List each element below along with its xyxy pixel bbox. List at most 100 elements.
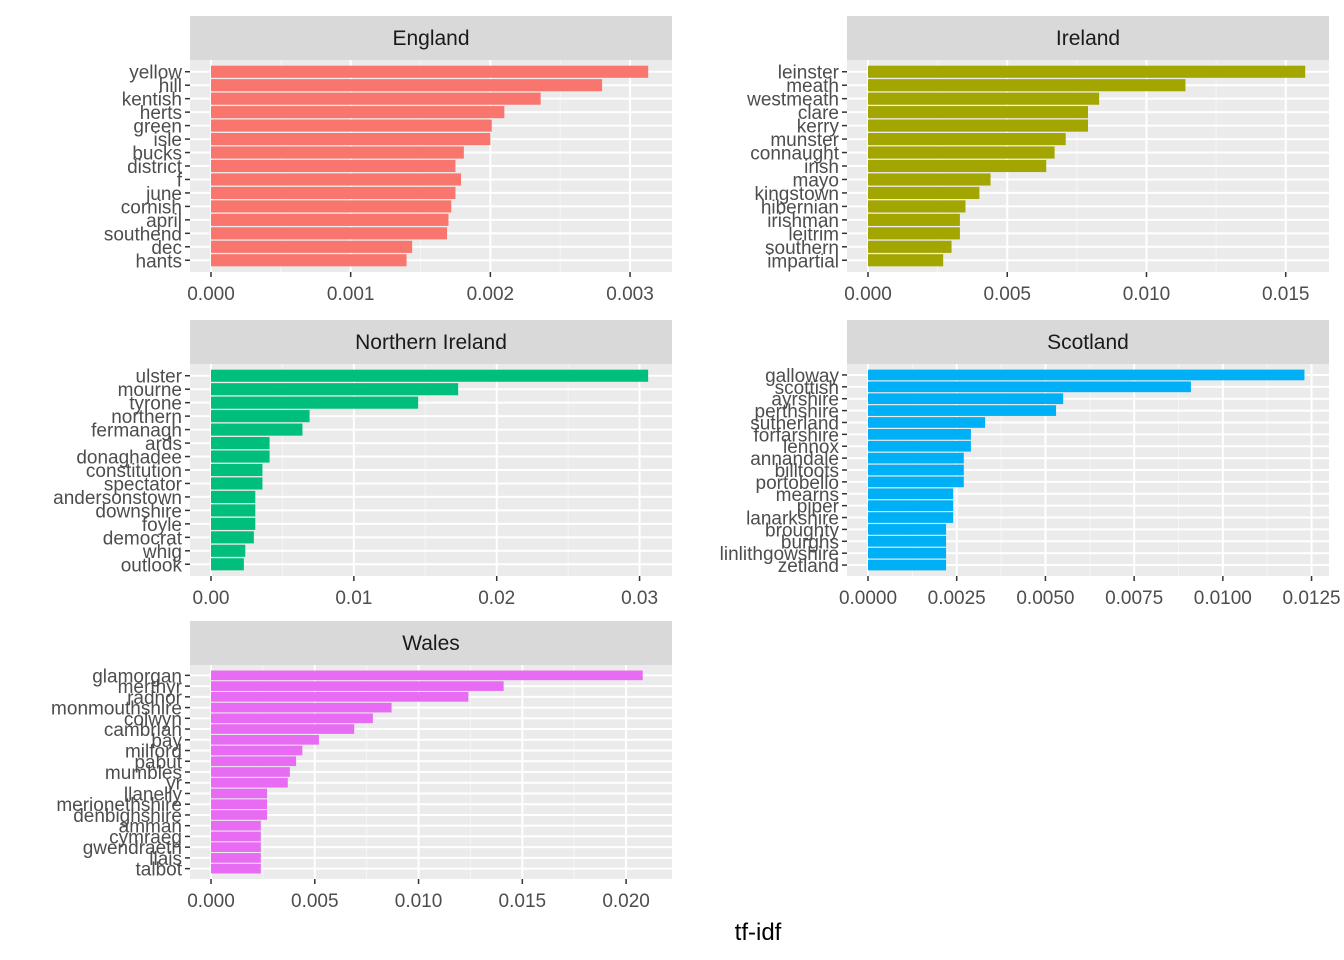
bar-northern [211,410,310,423]
x-tick-label: 0.0100 [1194,588,1252,609]
facet-strip [847,16,1329,60]
y-tick-label: hants [136,251,182,272]
bar-bucks [211,146,464,159]
y-tick-label: impartial [767,251,839,272]
facet-title: Scotland [1047,331,1129,354]
facet-title: England [392,27,469,50]
bar-broughty [868,524,947,535]
y-tick-label: perthshire [755,402,840,423]
x-tick-label: 0.000 [844,284,892,305]
bar-leinster [868,65,1306,78]
bar-connaught [868,146,1055,159]
bar-piper [868,500,954,511]
x-axis-title: tf-idf [735,919,782,946]
bar-zetland [868,559,947,571]
x-tick-label: 0.001 [327,284,375,305]
bar-denbighshire [211,810,268,820]
bar-mayo [868,173,991,186]
y-tick-label: portobello [756,473,839,494]
x-tick-label: 0.0000 [839,588,897,609]
facet-title: Northern Ireland [355,331,507,354]
bar-talbot [211,863,261,874]
y-tick-label: clare [798,103,839,124]
bar-irish [868,159,1047,173]
bar-billtoots [868,464,964,476]
y-tick-label: foyle [142,515,182,536]
y-tick-label: bucks [132,144,182,165]
bar-tyrone [211,396,419,409]
bar-mumbles [211,767,290,777]
facet-strip [190,621,672,665]
bar-district [211,159,456,173]
facet-title: Wales [402,632,460,655]
bar-glamorgan [211,670,643,681]
y-tick-label: merionethshire [56,795,182,816]
y-tick-label: andersonstown [53,488,182,509]
bar-kerry [868,119,1088,132]
bar-leitrim [868,227,960,240]
y-tick-label: whig [142,542,182,563]
y-tick-label: piper [797,497,840,518]
y-tick-label: annandale [750,449,839,470]
y-tick-label: leitrim [788,224,839,245]
x-tick-label: 0.015 [1262,284,1310,305]
y-tick-label: llais [149,849,182,870]
x-tick-label: 0.010 [1123,284,1171,305]
bar-milford [211,745,303,756]
y-tick-label: yellow [129,63,182,84]
y-tick-label: dec [151,238,182,259]
bar-colwyn [211,713,373,724]
x-tick-label: 0.02 [478,588,515,609]
y-tick-label: lanarkshire [746,509,839,530]
x-tick-label: 0.0025 [928,588,986,609]
bar-cornish [211,200,452,213]
bar-lanarkshire [868,512,954,523]
x-tick-label: 0.0050 [1016,588,1074,609]
y-tick-label: mearns [776,485,839,506]
y-tick-label: fermanagh [91,421,182,442]
y-tick-label: ayrshire [771,390,839,411]
bar-sutherland [868,417,986,428]
y-tick-label: westmeath [746,90,839,111]
x-tick-label: 0.005 [983,284,1031,305]
y-tick-label: cymraeg [109,827,182,848]
x-tick-label: 0.015 [499,891,547,912]
y-tick-label: herts [140,103,182,124]
bar-yellow [211,65,649,78]
bar-linlithgowshire [868,547,947,559]
bar-portobello [868,476,964,488]
bar-cambrian [211,724,355,734]
facet-northern-ireland: Northern Ireland ulstermournetyronenorthe… [53,320,672,609]
y-tick-label: mayo [793,170,839,191]
y-tick-label: monmouthshire [51,699,182,720]
y-tick-label: southern [765,238,839,259]
facet-strip [190,320,672,364]
y-tick-label: mourne [118,380,182,401]
y-tick-label: llanelly [124,784,183,805]
bar-spectator [211,477,263,490]
bar-perthshire [868,405,1057,416]
y-tick-label: munster [770,130,839,151]
facet-wales: Wales glamorganmerthyrradnormonmouthshire… [51,621,672,912]
bar-forfarshire [868,429,971,440]
bar-f [211,173,462,186]
bar-llanelly [211,788,268,799]
bar-merionethshire [211,799,268,810]
y-tick-label: outlook [121,555,183,576]
x-tick-label: 0.03 [621,588,658,609]
x-tick-label: 0.005 [291,891,339,912]
y-tick-label: green [133,117,182,138]
bar-amman [211,820,261,831]
bar-clare [868,106,1088,119]
y-tick-label: denbighshire [73,806,182,827]
y-tick-label: northern [111,407,182,428]
bar-foyle [211,517,256,530]
y-tick-label: pabut [134,752,182,773]
bar-outlook [211,558,244,571]
bar-southend [211,227,448,240]
x-tick-label: 0.00 [193,588,230,609]
x-tick-label: 0.000 [187,284,235,305]
bar-kentish [211,92,541,105]
bar-june [211,186,456,199]
y-tick-label: zetland [778,556,839,577]
